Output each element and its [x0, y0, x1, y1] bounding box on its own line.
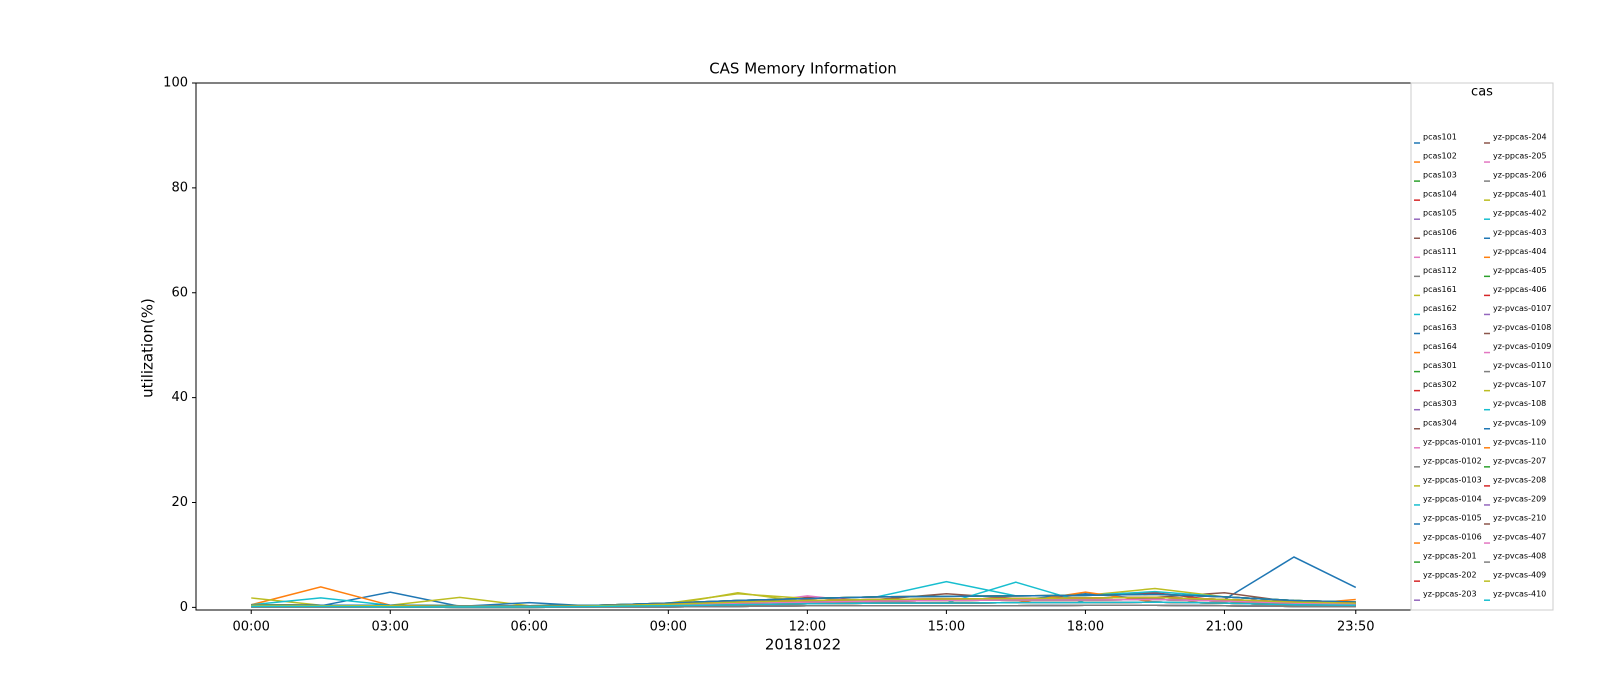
x-axis-label: 20181022 [765, 636, 841, 654]
legend-label: yz-ppcas-202 [1423, 571, 1477, 580]
legend-label: yz-pvcas-407 [1493, 533, 1546, 542]
legend-label: pcas103 [1423, 171, 1457, 180]
legend-label: yz-ppcas-405 [1493, 266, 1547, 275]
legend-label: yz-ppcas-403 [1493, 228, 1547, 237]
x-tick-label: 23:50 [1337, 620, 1374, 635]
y-tick-label: 100 [163, 76, 188, 91]
x-tick-label: 12:00 [789, 620, 826, 635]
legend-label: yz-ppcas-406 [1493, 285, 1547, 294]
y-tick-label: 40 [171, 390, 188, 405]
y-tick-label: 0 [180, 600, 188, 615]
legend-label: yz-ppcas-402 [1493, 209, 1547, 218]
legend-label: pcas111 [1423, 247, 1457, 256]
y-tick-label: 20 [171, 495, 188, 510]
legend-label: pcas303 [1423, 399, 1457, 408]
x-tick-label: 00:00 [232, 620, 269, 635]
legend-label: yz-pvcas-107 [1493, 380, 1546, 389]
legend-label: yz-ppcas-0105 [1423, 514, 1482, 523]
legend-label: pcas164 [1423, 342, 1457, 351]
legend-label: yz-pvcas-209 [1493, 494, 1546, 503]
legend-label: pcas101 [1423, 133, 1457, 142]
legend-label: pcas163 [1423, 323, 1457, 332]
legend-label: yz-ppcas-205 [1493, 152, 1547, 161]
legend-label: yz-pvcas-210 [1493, 514, 1546, 523]
legend-label: yz-ppcas-0104 [1423, 494, 1482, 503]
y-tick-label: 80 [171, 180, 188, 195]
legend-label: yz-pvcas-0110 [1493, 361, 1551, 370]
legend-label: pcas304 [1423, 418, 1457, 427]
legend-label: yz-ppcas-401 [1493, 190, 1547, 199]
legend-label: yz-pvcas-408 [1493, 552, 1546, 561]
legend-label: yz-ppcas-404 [1493, 247, 1547, 256]
x-tick-label: 18:00 [1067, 620, 1104, 635]
legend-label: yz-pvcas-0108 [1493, 323, 1551, 332]
legend-label: yz-pvcas-207 [1493, 456, 1546, 465]
legend-label: yz-pvcas-208 [1493, 475, 1546, 484]
legend-label: yz-pvcas-0107 [1493, 304, 1551, 313]
legend-label: yz-ppcas-201 [1423, 552, 1477, 561]
legend-label: pcas105 [1423, 209, 1457, 218]
chart-title: CAS Memory Information [709, 60, 897, 78]
legend-label: yz-pvcas-108 [1493, 399, 1546, 408]
legend-label: yz-ppcas-206 [1493, 171, 1547, 180]
legend-label: yz-pvcas-409 [1493, 571, 1546, 580]
series-line [251, 601, 1356, 608]
legend-label: yz-ppcas-0102 [1423, 456, 1482, 465]
legend-title: cas [1471, 85, 1493, 100]
x-tick-label: 09:00 [650, 620, 687, 635]
x-tick-label: 21:00 [1206, 620, 1243, 635]
legend-label: pcas301 [1423, 361, 1457, 370]
legend-label: pcas162 [1423, 304, 1457, 313]
legend-label: yz-pvcas-0109 [1493, 342, 1551, 351]
legend-label: yz-ppcas-0103 [1423, 475, 1482, 484]
legend-label: pcas112 [1423, 266, 1457, 275]
legend-label: pcas161 [1423, 285, 1457, 294]
legend-label: pcas102 [1423, 152, 1457, 161]
legend-label: yz-pvcas-109 [1493, 418, 1546, 427]
legend-label: yz-ppcas-0101 [1423, 437, 1482, 446]
x-tick-label: 06:00 [511, 620, 548, 635]
legend-label: yz-pvcas-110 [1493, 437, 1546, 446]
legend-label: yz-ppcas-0106 [1423, 533, 1482, 542]
legend-label: pcas106 [1423, 228, 1457, 237]
legend-label: yz-ppcas-204 [1493, 133, 1547, 142]
plot-lines [251, 556, 1357, 609]
legend-label: yz-pvcas-410 [1493, 590, 1546, 599]
y-tick-label: 60 [171, 285, 188, 300]
y-axis-label: utilization(%) [139, 298, 157, 398]
legend-label: pcas302 [1423, 380, 1457, 389]
x-tick-label: 15:00 [928, 620, 965, 635]
legend-box [1410, 82, 1554, 611]
legend-label: pcas104 [1423, 190, 1457, 199]
legend-label: yz-ppcas-203 [1423, 590, 1477, 599]
x-tick-label: 03:00 [372, 620, 409, 635]
